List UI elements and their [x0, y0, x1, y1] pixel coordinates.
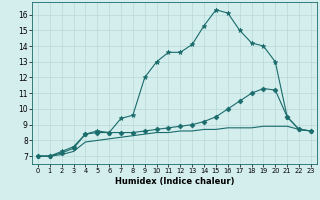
X-axis label: Humidex (Indice chaleur): Humidex (Indice chaleur): [115, 177, 234, 186]
